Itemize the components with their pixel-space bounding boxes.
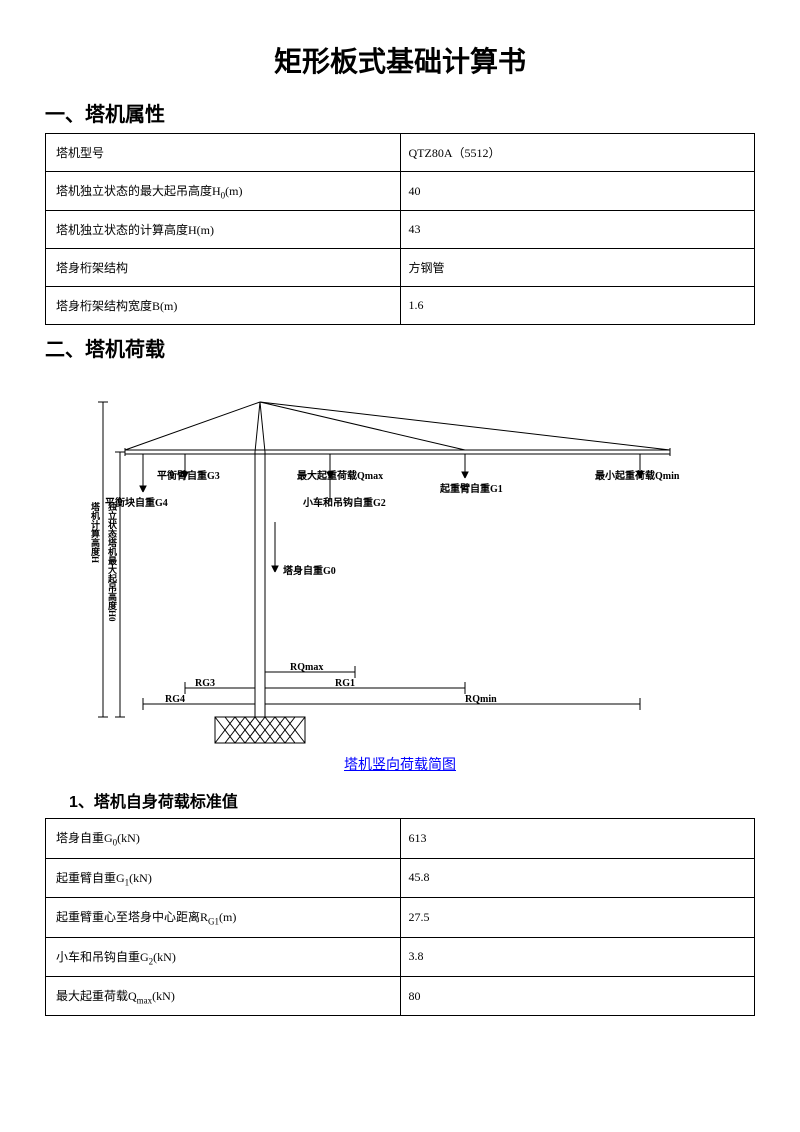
crane-load-table: 塔身自重G0(kN)613 起重臂自重G1(kN)45.8 起重臂重心至塔身中心… <box>45 818 755 1016</box>
table-row: 塔身桁架结构宽度B(m)1.6 <box>46 287 755 325</box>
table-row: 起重臂自重G1(kN)45.8 <box>46 858 755 897</box>
lbl-rg3: RG3 <box>195 678 215 689</box>
cell-val: 613 <box>400 819 755 858</box>
lbl-rqmax: RQmax <box>290 662 323 673</box>
cell-key: 塔身自重G0(kN) <box>46 819 401 858</box>
lbl-rqmin: RQmin <box>465 694 497 705</box>
lbl-qmin: 最小起重荷载Qmin <box>595 467 679 482</box>
cell-val: 27.5 <box>400 898 755 937</box>
section-2-1-heading: 1、塔机自身荷载标准值 <box>69 788 755 812</box>
cell-key: 塔机独立状态的计算高度H(m) <box>46 211 401 249</box>
crane-svg <box>65 372 685 752</box>
cell-val: 43 <box>400 211 755 249</box>
table-row: 小车和吊钩自重G2(kN)3.8 <box>46 937 755 976</box>
page-title: 矩形板式基础计算书 <box>45 40 755 80</box>
section-1-heading: 一、塔机属性 <box>45 98 755 127</box>
table-row: 塔身桁架结构方钢管 <box>46 249 755 287</box>
table-row: 最大起重荷载Qmax(kN)80 <box>46 976 755 1015</box>
cell-val: 80 <box>400 976 755 1015</box>
table-row: 塔机独立状态的计算高度H(m)43 <box>46 211 755 249</box>
lbl-g1: 起重臂自重G1 <box>440 480 503 495</box>
lbl-g3: 平衡臂自重G3 <box>157 467 220 482</box>
crane-diagram: 平衡臂自重G3 平衡块自重G4 最大起重荷载Qmax 小车和吊钩自重G2 起重臂… <box>45 372 755 752</box>
lbl-g0: 塔身自重G0 <box>283 562 336 577</box>
crane-properties-table: 塔机型号QTZ80A（5512） 塔机独立状态的最大起吊高度H0(m)40 塔机… <box>45 133 755 325</box>
lbl-rg1: RG1 <box>335 678 355 689</box>
cell-val: 45.8 <box>400 858 755 897</box>
table-row: 塔身自重G0(kN)613 <box>46 819 755 858</box>
section-2-heading: 二、塔机荷载 <box>45 333 755 362</box>
cell-val: 40 <box>400 172 755 211</box>
diagram-caption: 塔机竖向荷载简图 <box>45 754 755 774</box>
lbl-vert-h0: 独立状态塔机最大起吊高度H0 <box>106 502 119 622</box>
cell-key: 塔身桁架结构宽度B(m) <box>46 287 401 325</box>
table-row: 塔机型号QTZ80A（5512） <box>46 134 755 172</box>
lbl-vert-h: 塔机计算高度H <box>89 502 102 563</box>
lbl-g2: 小车和吊钩自重G2 <box>303 494 386 509</box>
cell-val: 3.8 <box>400 937 755 976</box>
cell-key: 最大起重荷载Qmax(kN) <box>46 976 401 1015</box>
cell-val: 方钢管 <box>400 249 755 287</box>
cell-key: 塔身桁架结构 <box>46 249 401 287</box>
cell-key: 小车和吊钩自重G2(kN) <box>46 937 401 976</box>
cell-key: 起重臂自重G1(kN) <box>46 858 401 897</box>
cell-key: 起重臂重心至塔身中心距离RG1(m) <box>46 898 401 937</box>
cell-key: 塔机独立状态的最大起吊高度H0(m) <box>46 172 401 211</box>
lbl-qmax: 最大起重荷载Qmax <box>297 467 383 482</box>
lbl-rg4: RG4 <box>165 694 185 705</box>
table-row: 起重臂重心至塔身中心距离RG1(m)27.5 <box>46 898 755 937</box>
table-row: 塔机独立状态的最大起吊高度H0(m)40 <box>46 172 755 211</box>
cell-val: QTZ80A（5512） <box>400 134 755 172</box>
cell-val: 1.6 <box>400 287 755 325</box>
cell-key: 塔机型号 <box>46 134 401 172</box>
